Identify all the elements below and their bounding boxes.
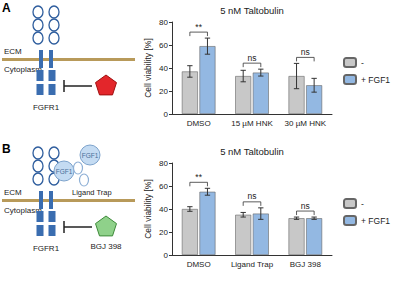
svg-text:Ligand Trap: Ligand Trap	[72, 188, 112, 197]
svg-text:FGFR1: FGFR1	[33, 244, 60, 253]
svg-text:60: 60	[159, 182, 168, 191]
svg-text:Cytoplasm: Cytoplasm	[4, 65, 42, 74]
svg-text:40: 40	[159, 64, 168, 73]
svg-text:60: 60	[159, 41, 168, 50]
svg-text:40: 40	[159, 205, 168, 214]
svg-text:80: 80	[159, 18, 168, 27]
svg-text:15 µM HNK: 15 µM HNK	[231, 119, 273, 128]
svg-text:DMSO: DMSO	[187, 119, 211, 128]
svg-text:**: **	[195, 22, 202, 32]
svg-text:FGF1: FGF1	[82, 152, 99, 159]
svg-text:20: 20	[159, 228, 168, 237]
svg-text:BGJ 398: BGJ 398	[290, 260, 322, 269]
svg-text:-: -	[361, 58, 364, 68]
svg-text:80: 80	[159, 159, 168, 168]
svg-text:ns: ns	[248, 191, 257, 201]
svg-text:Cell viability [%]: Cell viability [%]	[143, 38, 153, 98]
svg-text:ECM: ECM	[4, 47, 22, 56]
svg-text:FGFR1: FGFR1	[33, 103, 60, 112]
svg-text:0: 0	[164, 110, 169, 119]
svg-text:ns: ns	[301, 47, 310, 57]
svg-text:Cytoplasm: Cytoplasm	[4, 206, 42, 215]
svg-text:ns: ns	[248, 53, 257, 63]
svg-text:BGJ 398: BGJ 398	[90, 242, 122, 251]
svg-text:B: B	[2, 142, 11, 156]
svg-text:ns: ns	[301, 201, 310, 211]
svg-text:Cell viability [%]: Cell viability [%]	[143, 179, 153, 239]
svg-text:+ FGF1: + FGF1	[361, 75, 390, 85]
svg-text:**: **	[195, 172, 202, 182]
svg-text:5 nM Taltobulin: 5 nM Taltobulin	[220, 146, 284, 157]
svg-text:DMSO: DMSO	[187, 260, 211, 269]
svg-text:Ligand Trap: Ligand Trap	[231, 260, 274, 269]
svg-text:20: 20	[159, 87, 168, 96]
svg-text:0: 0	[164, 251, 169, 260]
svg-text:5 nM Taltobulin: 5 nM Taltobulin	[220, 5, 284, 16]
svg-text:FGF1: FGF1	[56, 168, 73, 175]
svg-text:+ FGF1: + FGF1	[361, 216, 390, 226]
svg-text:30 µM HNK: 30 µM HNK	[285, 119, 327, 128]
svg-text:-: -	[361, 199, 364, 209]
svg-text:A: A	[2, 1, 11, 15]
svg-text:ECM: ECM	[4, 188, 22, 197]
